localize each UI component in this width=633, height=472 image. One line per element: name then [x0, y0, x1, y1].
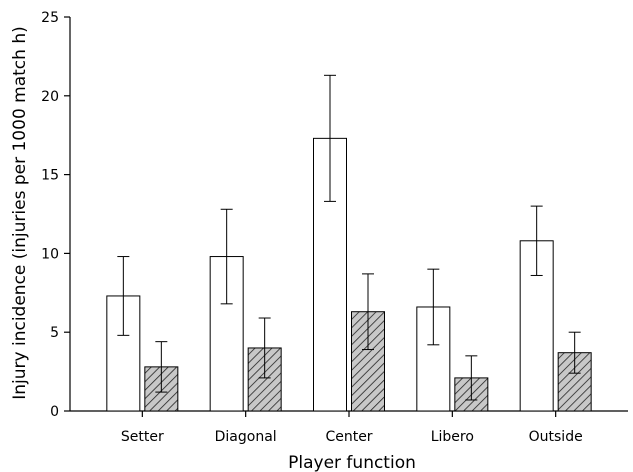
- y-tick-label: 25: [41, 10, 59, 26]
- error-bar-open-setter: [117, 256, 130, 336]
- error-bar-hatched-center: [362, 273, 374, 351]
- bars-group: [106, 137, 592, 412]
- error-bar-hatched-diagonal: [258, 317, 271, 379]
- x-tick-label: Center: [325, 429, 372, 445]
- bar-hatched-outside: [557, 352, 592, 412]
- error-bar-open-center: [324, 74, 336, 202]
- error-bar-hatched-setter: [155, 341, 168, 393]
- error-bar-open-libero: [427, 268, 440, 346]
- y-axis: 0 5 10 15 20 25: [41, 10, 71, 420]
- y-tick-label: 5: [50, 325, 59, 341]
- error-bar-open-outside: [530, 205, 543, 276]
- y-tick-label: 0: [50, 404, 59, 420]
- x-tick-label: Setter: [121, 429, 164, 445]
- error-bar-open-diagonal: [220, 208, 233, 305]
- error-bars-group: [117, 74, 581, 401]
- bar-hatched-center: [351, 311, 385, 412]
- x-axis-title: Player function: [288, 453, 416, 472]
- error-bar-hatched-libero: [465, 355, 478, 401]
- x-tick-label: Diagonal: [215, 429, 277, 445]
- x-tick-label: Outside: [529, 429, 583, 445]
- x-tick-label: Libero: [431, 429, 474, 445]
- y-tick-label: 20: [41, 89, 59, 105]
- y-tick-label: 10: [41, 246, 59, 262]
- error-bar-hatched-outside: [568, 331, 581, 374]
- bar-open-setter: [106, 295, 141, 412]
- y-axis-title: Injury incidence (injuries per 1000 matc…: [10, 26, 30, 400]
- x-axis: Setter Diagonal Center Libero Outside: [70, 410, 628, 445]
- y-tick-label: 15: [41, 168, 59, 184]
